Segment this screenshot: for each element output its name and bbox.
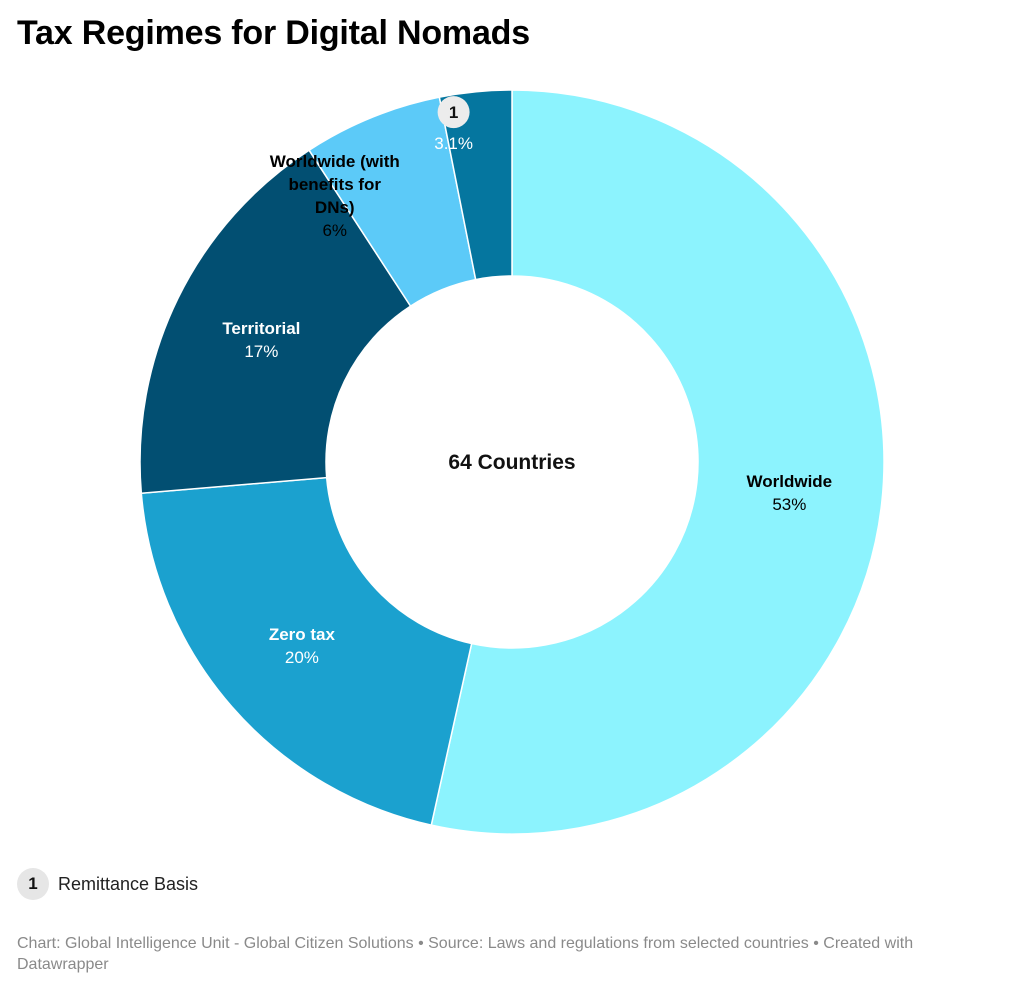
slice-label-1: Zero tax 20% <box>269 625 336 667</box>
slice-name-line: Territorial <box>222 319 300 338</box>
chart-footer: Chart: Global Intelligence Unit - Global… <box>17 935 914 973</box>
legend-note: 1 Remittance Basis <box>17 868 198 900</box>
slice-label-0: Worldwide 53% <box>747 472 833 514</box>
slice-name-line: benefits for <box>288 175 381 194</box>
slice-name-line: Worldwide <box>747 472 833 491</box>
note-marker-text: 1 <box>449 103 458 122</box>
slice-name-line: Zero tax <box>269 625 336 644</box>
slice-2 <box>139 149 412 495</box>
donut-chart: Worldwide 53% Zero tax 20% Territorial 17% Wor… <box>139 89 885 835</box>
slice-4 <box>438 89 513 281</box>
slice-0 <box>430 89 885 835</box>
chart-title: Tax Regimes for Digital Nomads <box>17 14 530 52</box>
slice-1 <box>140 476 473 827</box>
slice-value-4: 3.1% <box>434 134 473 153</box>
slice-name-line: DNs) <box>315 198 355 217</box>
center-label: 64 Countries <box>448 451 575 474</box>
note-marker-badge: 1 <box>17 868 49 900</box>
slice-value: 53% <box>772 495 806 514</box>
note-text: Remittance Basis <box>58 873 199 894</box>
slice-value: 20% <box>285 648 319 667</box>
slice-value: 17% <box>244 342 278 361</box>
note-marker-circle <box>437 96 470 129</box>
slice-value: 6% <box>322 221 347 240</box>
slice-name-line: Worldwide (with <box>270 152 400 171</box>
slice-label-2: Territorial 17% <box>222 319 300 361</box>
slice-label-3: Worldwide (with benefits for DNs) 6% <box>270 152 400 240</box>
